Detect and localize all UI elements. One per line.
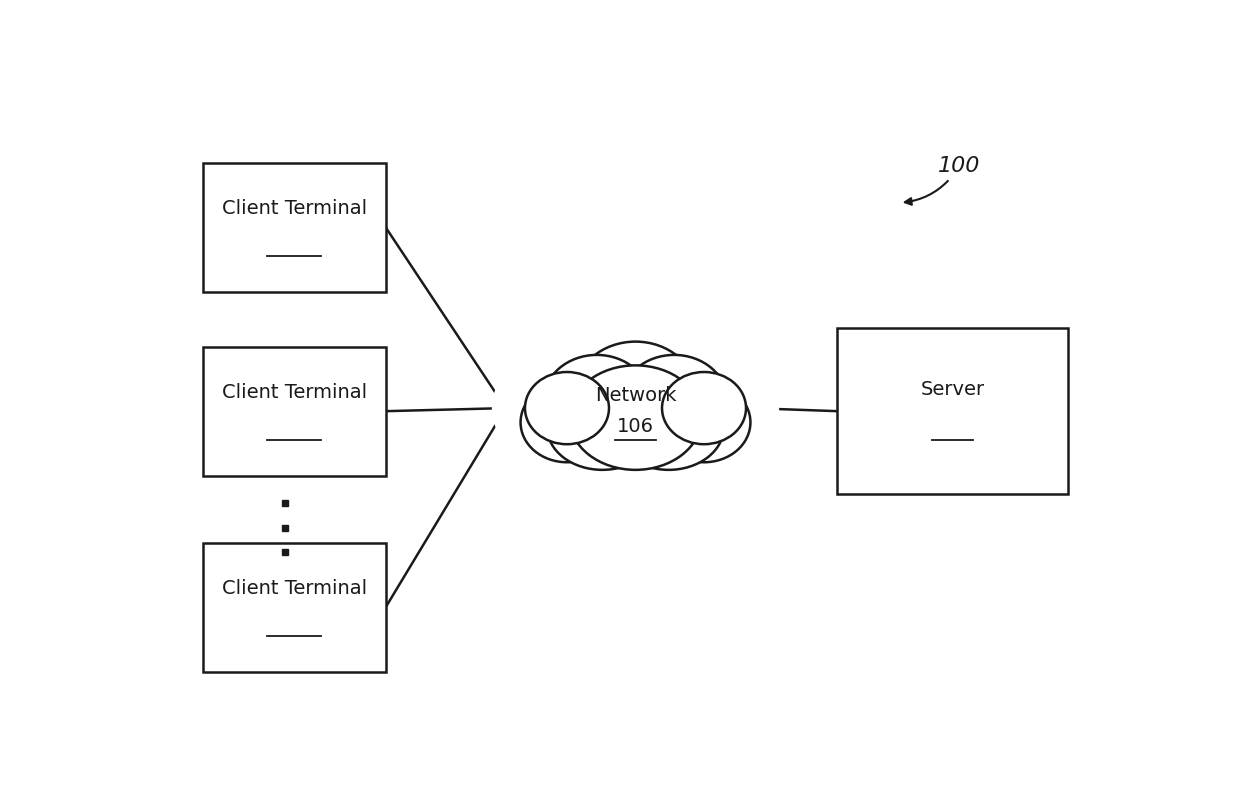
- Text: Client Terminal: Client Terminal: [222, 200, 367, 218]
- Ellipse shape: [525, 372, 609, 444]
- Text: 102a: 102a: [270, 233, 319, 252]
- Text: 102b: 102b: [269, 417, 319, 436]
- Ellipse shape: [662, 372, 746, 444]
- Bar: [837, 329, 1068, 494]
- Ellipse shape: [547, 384, 657, 470]
- Text: 104: 104: [934, 417, 971, 436]
- Ellipse shape: [621, 355, 727, 446]
- Bar: [203, 347, 386, 475]
- Bar: [203, 543, 386, 672]
- Text: Server: Server: [920, 380, 985, 400]
- Ellipse shape: [569, 365, 702, 470]
- Text: 100: 100: [905, 156, 981, 205]
- Ellipse shape: [574, 341, 697, 446]
- Text: Client Terminal: Client Terminal: [222, 384, 367, 402]
- Text: Client Terminal: Client Terminal: [222, 579, 367, 599]
- Text: 102n: 102n: [270, 613, 319, 632]
- Ellipse shape: [614, 384, 724, 470]
- Text: 106: 106: [618, 417, 653, 436]
- Ellipse shape: [544, 355, 650, 446]
- Bar: [203, 163, 386, 291]
- Ellipse shape: [521, 382, 614, 462]
- Text: Network: Network: [595, 386, 676, 405]
- Ellipse shape: [492, 322, 779, 494]
- Ellipse shape: [657, 382, 750, 462]
